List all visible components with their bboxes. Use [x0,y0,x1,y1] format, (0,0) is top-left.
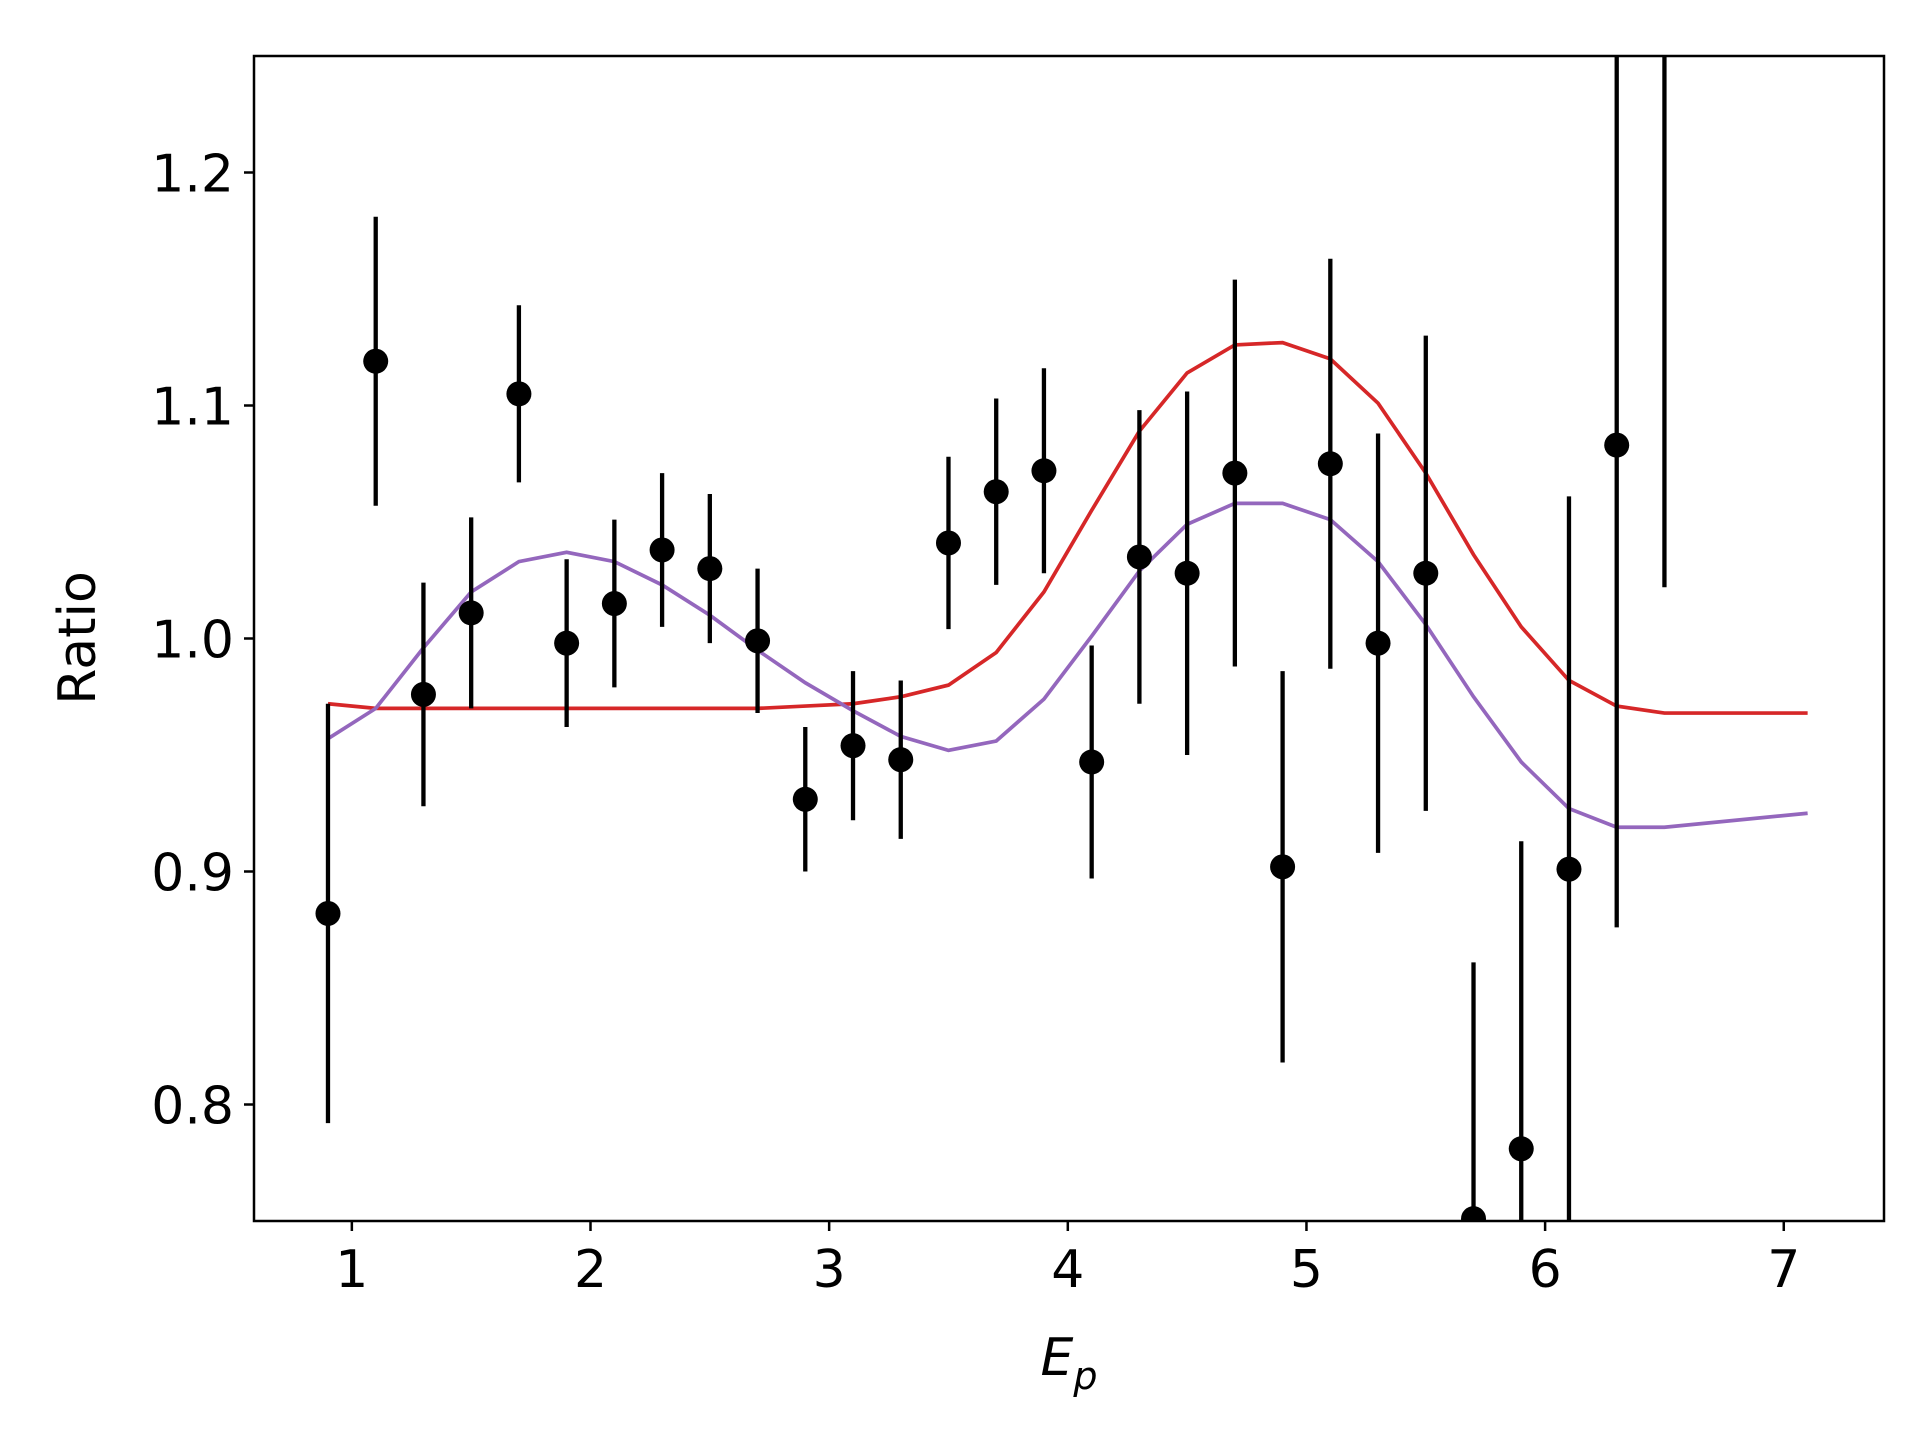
data-point [554,630,580,656]
data-point [1317,451,1343,477]
x-tick-label: 1 [335,1240,368,1300]
x-tick-label: 3 [813,1240,846,1300]
y-tick-label: 1.1 [151,378,234,438]
data-point [792,786,818,812]
data-point [649,537,675,563]
plot-area [315,0,1808,1221]
y-tick-label: 1.0 [151,611,234,671]
model-line [326,501,1808,830]
data-point [745,628,771,654]
data-point [1652,0,1677,22]
data-point [363,348,389,374]
x-axis-label: Ep [1041,1328,1098,1398]
axes-frame [252,54,1886,1223]
data-point [1461,1206,1487,1221]
y-tick-label: 0.8 [151,1077,234,1137]
data-point [1031,458,1057,484]
data-point [1413,560,1439,586]
data-point [1174,560,1200,586]
data-point [935,530,961,556]
data-point [1270,854,1296,880]
data-point [1079,749,1105,775]
data-point [601,591,627,617]
data-point [410,681,436,707]
data-point [458,600,484,626]
y-axis-label: Ratio [48,571,108,705]
x-tick-label: 2 [574,1240,607,1300]
x-tick-label: 6 [1529,1240,1562,1300]
data-point [697,556,723,582]
x-tick-label: 5 [1290,1240,1323,1300]
x-tick-label: 7 [1767,1240,1800,1300]
y-tick-label: 1.2 [151,145,234,205]
data-point [1556,856,1582,882]
data-point [1126,544,1152,570]
data-point [1604,432,1630,458]
x-axis-label-main: E [1041,1328,1074,1388]
data-point [315,900,341,926]
data-point [506,381,532,407]
y-tick-label: 0.9 [151,844,234,904]
data-point [1222,460,1248,486]
data-point [840,733,866,759]
model-line [327,340,1808,715]
data-point [983,479,1009,505]
data-point [1365,630,1391,656]
data-point [1508,1136,1534,1162]
x-axis-label-sub: p [1072,1354,1097,1398]
data-point [888,747,914,773]
x-tick-label: 4 [1051,1240,1084,1300]
